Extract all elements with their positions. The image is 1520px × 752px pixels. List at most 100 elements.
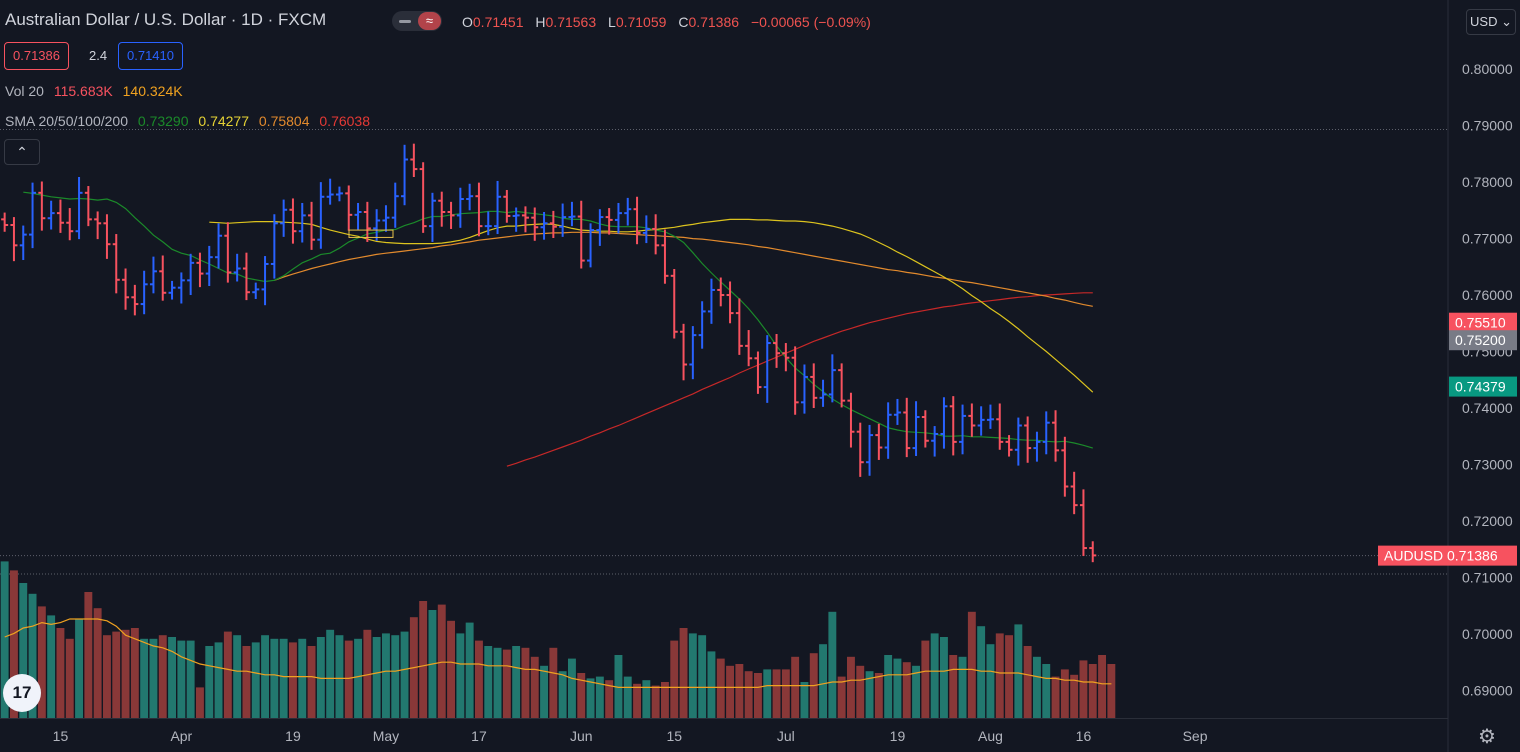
ohlc-bar <box>921 410 929 448</box>
ohlc-bar <box>410 143 418 177</box>
buy-button[interactable]: 0.71410 <box>118 42 183 70</box>
axes: 0.800000.790000.780000.770000.760000.750… <box>53 61 1517 744</box>
volume-bar <box>493 647 502 718</box>
volume-bar <box>1042 664 1051 718</box>
volume-bar <box>1098 655 1106 718</box>
ohlc-bar <box>1 212 9 232</box>
ohlc-bar <box>122 268 130 310</box>
volume-bar <box>363 629 372 718</box>
volume-bar <box>75 619 83 718</box>
price-label-text: AUDUSD 0.71386 <box>1384 548 1498 564</box>
ohlc-bar <box>475 182 483 237</box>
time-tick-label: Jun <box>570 728 593 744</box>
price-label-tag <box>1449 376 1517 397</box>
ohlc-bar <box>261 256 269 306</box>
volume-bar <box>149 638 158 718</box>
ohlc-bar <box>456 187 464 228</box>
volume-bar <box>754 673 762 718</box>
volume-bar <box>1033 656 1041 718</box>
volume-bar <box>884 655 893 718</box>
ohlc-bar <box>196 252 204 288</box>
volume-bar <box>502 649 511 718</box>
volume-ma-line <box>4 618 1112 689</box>
volume-bar <box>251 642 260 718</box>
volume-bar <box>856 665 865 718</box>
volume-bar <box>103 635 111 718</box>
volume-bar <box>298 638 307 718</box>
volume-bar <box>530 656 539 718</box>
ohlc-bar <box>94 211 102 240</box>
volume-bar <box>781 669 790 718</box>
price-tick-label: 0.69000 <box>1462 682 1513 698</box>
time-tick-label: 15 <box>53 728 69 744</box>
ohlc-bar <box>466 183 474 211</box>
symbol-title[interactable]: Australian Dollar / U.S. Dollar · 1D · F… <box>5 10 327 29</box>
ohlc-bar <box>289 198 297 244</box>
ohlc-bar <box>800 364 808 414</box>
ohlc-bar <box>689 326 697 380</box>
volume-bar <box>372 637 381 718</box>
ohlc-bar <box>652 214 660 255</box>
ohlc-bar <box>56 199 64 233</box>
volume-bar <box>586 678 595 718</box>
ohlc-bar <box>103 214 111 259</box>
volume-bar <box>577 673 586 718</box>
ohlc-bar <box>912 401 920 456</box>
collapse-legend-button[interactable]: ⌃ <box>4 139 40 165</box>
volume-bar <box>642 680 651 718</box>
gear-icon[interactable]: ⚙ <box>1478 726 1496 748</box>
volume-legend[interactable]: Vol 20 115.683K 140.324K <box>5 83 183 99</box>
sma-lines <box>23 191 1094 467</box>
ohlc-bar <box>745 330 753 367</box>
volume-bar <box>270 638 279 718</box>
sell-button[interactable]: 0.71386 <box>4 42 69 70</box>
volume-bar <box>828 611 837 718</box>
price-label-text: 0.75200 <box>1455 332 1506 348</box>
volume-bar <box>986 644 995 718</box>
time-tick-label: Jul <box>777 728 795 744</box>
volume-bar <box>186 640 195 718</box>
ohlc-bar <box>726 281 734 324</box>
time-tick-label: Apr <box>170 728 192 744</box>
ohlc-bar <box>856 422 864 477</box>
high-value: 0.71563 <box>545 14 597 30</box>
ohlc-bar <box>642 215 650 244</box>
currency-selector[interactable]: USD ⌄ <box>1466 9 1516 35</box>
volume-bar <box>521 647 530 718</box>
ohlc-bar <box>149 256 157 294</box>
volume-bar <box>977 626 986 718</box>
ohlc-bar <box>75 176 83 240</box>
ohlc-bar <box>670 269 678 339</box>
ohlc-bar <box>503 189 511 223</box>
spread-value: 2.4 <box>89 48 108 63</box>
ohlc-bar <box>940 397 948 449</box>
ohlc-bar <box>977 406 985 436</box>
volume-bar <box>326 629 335 718</box>
ohlc-bar <box>968 403 976 437</box>
volume-bar <box>707 651 716 718</box>
ohlc-bar <box>763 335 771 403</box>
ohlc-bar <box>893 398 901 425</box>
ohlc-bar <box>47 200 55 230</box>
ohlc-bar <box>568 201 576 227</box>
ohlc-bar <box>391 182 399 228</box>
ohlc-bar <box>959 404 967 455</box>
approx-icon: ≈ <box>418 12 441 30</box>
sma20-line <box>23 191 1093 449</box>
volume-bar <box>930 633 939 718</box>
ohlc-bar <box>224 222 232 283</box>
open-value: 0.71451 <box>472 14 524 30</box>
ohlc-bar <box>242 252 250 301</box>
tradingview-logo-icon[interactable]: 17 <box>3 674 41 712</box>
ohlc-bar <box>828 354 836 403</box>
volume-bar <box>958 656 967 718</box>
volume-bar <box>223 631 232 718</box>
ohlc-bar <box>252 282 260 299</box>
volume-bar <box>726 665 734 718</box>
sma-legend[interactable]: SMA 20/50/100/200 0.73290 0.74277 0.7580… <box>5 113 370 129</box>
chart-type-toggle[interactable]: ≈ <box>392 11 442 31</box>
time-tick-label: Sep <box>1183 728 1208 744</box>
price-label-text: 0.75510 <box>1455 315 1506 331</box>
ohlc-bar <box>298 202 306 243</box>
